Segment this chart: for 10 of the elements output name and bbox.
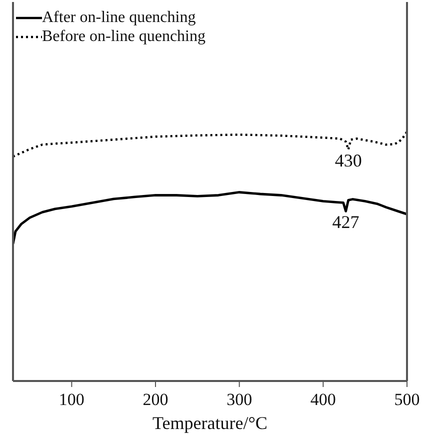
x-tick-label: 500 (394, 390, 420, 409)
x-tick-label: 400 (310, 390, 336, 409)
x-axis-title: Temperature/°C (152, 413, 268, 433)
annotation: 427 (332, 212, 360, 232)
legend-label: Before on-line quenching (42, 27, 206, 46)
x-tick-label: 100 (58, 390, 84, 409)
x-tick-label: 300 (226, 390, 252, 409)
annotation: 430 (334, 150, 362, 170)
legend-label: After on-line quenching (42, 8, 196, 27)
x-tick-label: 200 (142, 390, 168, 409)
